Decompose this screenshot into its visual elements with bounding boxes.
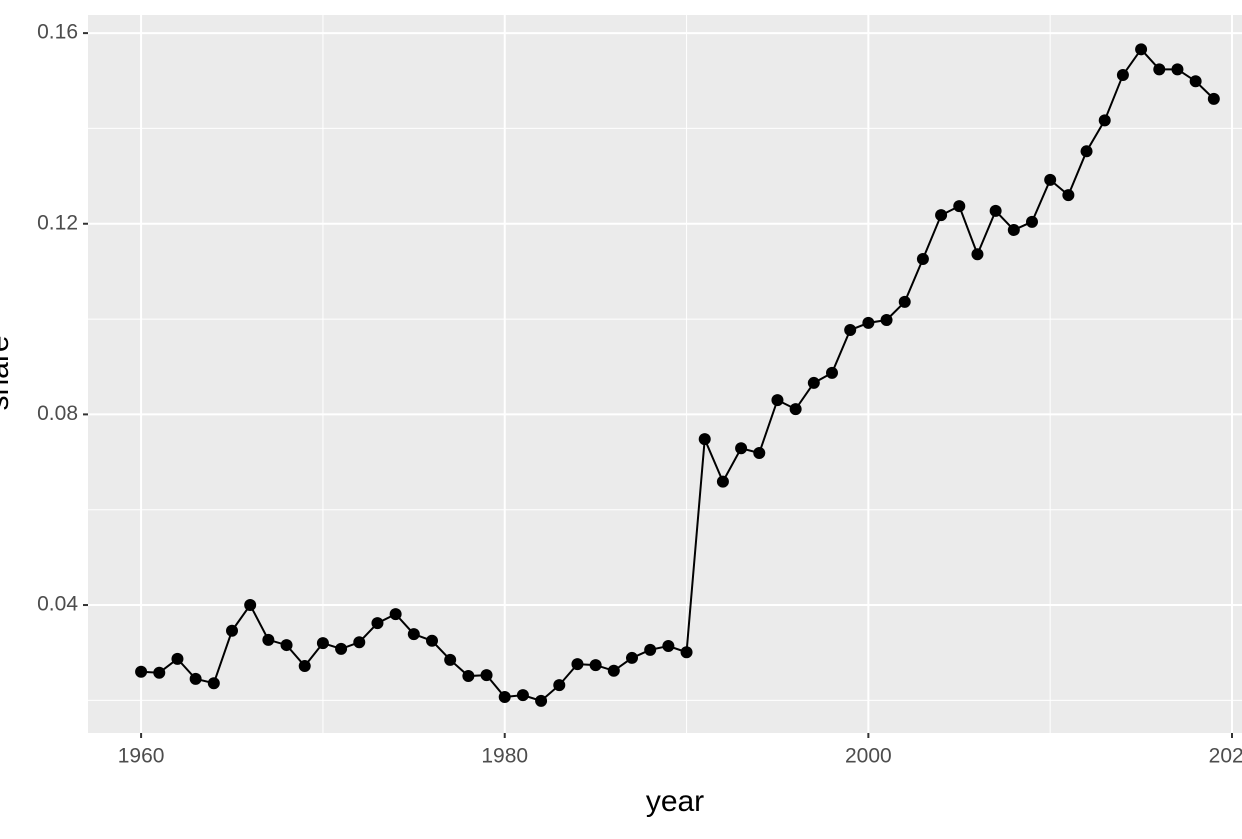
point [1171,63,1184,76]
x-axis-label: year [646,785,704,818]
point [807,376,820,389]
point [1098,114,1111,127]
point [280,639,293,652]
point [789,403,802,416]
point [444,653,457,666]
point [844,324,857,337]
point [135,665,148,678]
point [589,659,602,672]
point [753,446,766,459]
point [1135,43,1148,56]
point [716,475,729,488]
point [171,652,184,665]
point [535,694,548,707]
y-tick-label: 0.12 [37,211,78,234]
point [516,689,529,702]
x-tick-label: 2020 [1209,745,1242,768]
point [498,691,511,704]
point [880,314,893,327]
point [553,679,566,692]
point [1007,223,1020,236]
point [935,209,948,222]
point [826,366,838,379]
point [571,658,584,671]
y-tick-label: 0.04 [37,593,78,616]
point [426,634,438,647]
panel [88,15,1242,733]
point [898,295,911,308]
point [207,677,220,690]
point [1116,69,1129,82]
point [916,253,929,266]
point [626,651,638,664]
point [189,672,202,685]
y-tick-label: 0.16 [37,21,78,44]
point [644,643,657,656]
point [353,636,366,649]
point [953,200,966,213]
point [153,666,166,679]
point [1153,63,1166,76]
point [1026,215,1038,228]
point [607,664,620,677]
point [262,633,275,646]
x-tick-label: 1980 [481,745,528,768]
point [771,394,784,407]
point [298,660,311,673]
point [1062,189,1075,202]
point [1189,75,1202,88]
x-tick-label: 1960 [118,745,165,768]
y-tick-label: 0.08 [37,402,78,425]
point [371,617,384,630]
point [462,670,475,683]
point [1044,173,1057,186]
point [1207,92,1220,105]
point [698,433,711,446]
point [1080,145,1093,158]
point [862,316,875,329]
point [244,599,257,612]
point [335,642,348,655]
point [989,204,1002,217]
point [662,640,675,653]
point [480,669,493,682]
point [407,628,420,641]
point [735,442,748,455]
point [680,646,693,659]
point [316,637,329,650]
point [389,608,402,621]
point [226,624,238,637]
point [971,248,984,261]
y-axis-label: share [0,335,15,410]
x-tick-label: 2000 [845,745,892,768]
